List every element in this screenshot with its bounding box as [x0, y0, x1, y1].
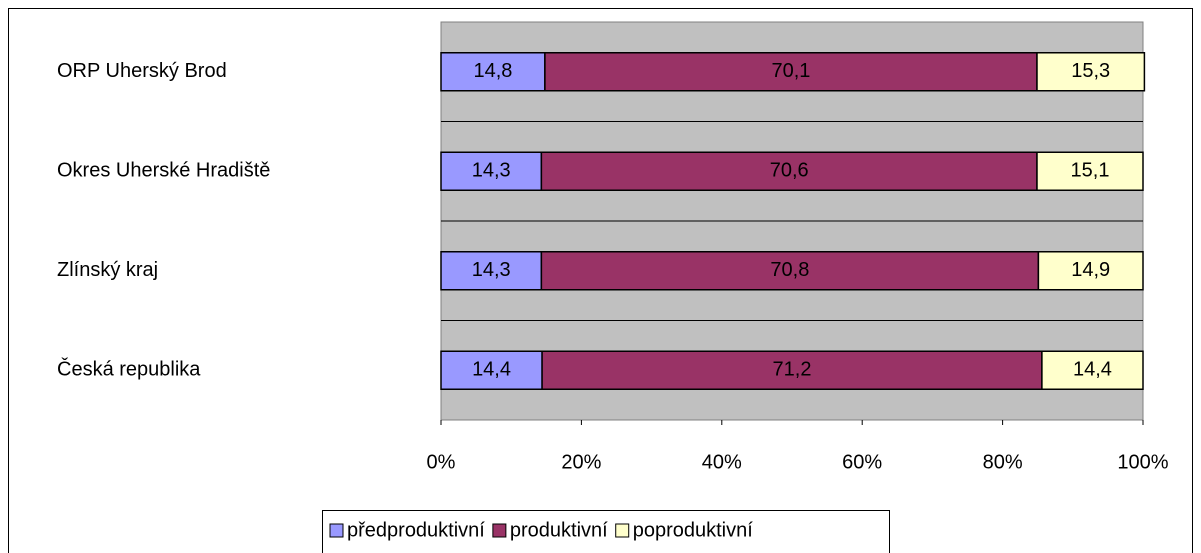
- bar-segment: [540, 151, 1038, 191]
- bar-segment: [1041, 350, 1144, 390]
- bar-segment: [540, 251, 1040, 291]
- x-tick-label: 40%: [702, 451, 742, 473]
- value-label: 70,1: [771, 60, 810, 82]
- x-tick-label: 0%: [427, 451, 456, 473]
- bar-segment: [440, 151, 543, 191]
- category-label: Česká republika: [57, 358, 201, 381]
- legend-swatch: [615, 523, 630, 538]
- category-label: ORP Uherský Brod: [57, 60, 227, 82]
- value-label: 70,8: [770, 259, 809, 281]
- bar-segment: [440, 52, 546, 92]
- x-tick-label: 20%: [561, 451, 601, 473]
- value-label: 15,1: [1071, 160, 1110, 182]
- legend-swatch: [329, 523, 344, 538]
- value-label: 14,4: [472, 359, 511, 381]
- bar-segment: [544, 52, 1038, 92]
- legend-label: produktivní: [510, 519, 608, 541]
- bar-segment: [440, 350, 543, 390]
- bar-segment: [1036, 52, 1146, 92]
- legend-label: poproduktivní: [633, 519, 754, 541]
- value-label: 15,3: [1071, 60, 1110, 82]
- legend-swatch: [492, 523, 507, 538]
- category-label: Zlínský kraj: [57, 259, 158, 281]
- value-label: 14,8: [473, 60, 512, 82]
- value-label: 70,6: [770, 160, 809, 182]
- category-label: Okres Uherské Hradiště: [57, 160, 270, 182]
- bar-segment: [1036, 151, 1144, 191]
- x-tick-label: 100%: [1117, 451, 1168, 473]
- value-label: 14,3: [472, 259, 511, 281]
- value-label: 14,9: [1071, 259, 1110, 281]
- x-tick-label: 80%: [983, 451, 1023, 473]
- legend-box: [322, 510, 890, 553]
- value-label: 71,2: [773, 359, 812, 381]
- value-label: 14,3: [472, 160, 511, 182]
- legend-label: předproduktivní: [347, 519, 485, 541]
- x-tick-label: 60%: [842, 451, 882, 473]
- value-label: 14,4: [1073, 359, 1112, 381]
- bar-segment: [1037, 251, 1144, 291]
